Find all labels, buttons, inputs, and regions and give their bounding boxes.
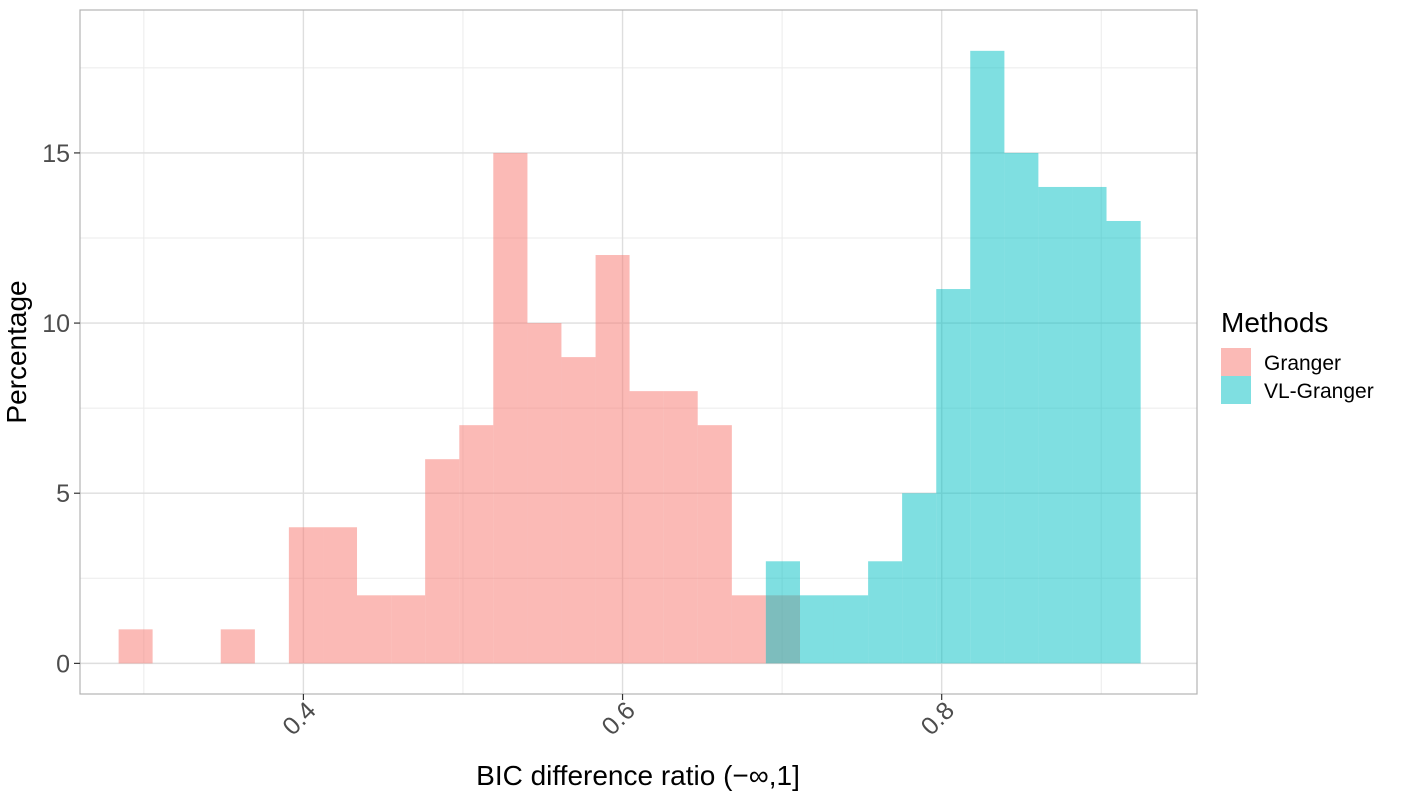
bar-vl-granger (902, 493, 937, 664)
series-granger (118, 152, 800, 664)
bar-granger (391, 595, 426, 664)
bar-vl-granger (1106, 220, 1141, 664)
y-tick-label: 5 (56, 480, 70, 508)
legend-label-granger: Granger (1264, 352, 1341, 375)
legend-key-granger (1221, 348, 1251, 376)
bar-granger (731, 595, 766, 664)
x-tick-label: 0.8 (916, 696, 960, 740)
bar-granger (288, 527, 324, 664)
bar-granger (459, 425, 494, 664)
bar-vl-granger (833, 595, 869, 664)
x-tick-label: 0.4 (277, 696, 321, 740)
plot-border (79, 9, 1198, 695)
bar-vl-granger (970, 50, 1005, 664)
bar-vl-granger (1038, 186, 1073, 664)
bar-granger (425, 459, 460, 664)
bar-vl-granger (1004, 152, 1039, 664)
histogram-bars (118, 50, 1141, 664)
bar-granger (697, 425, 732, 664)
bar-vl-granger (799, 595, 834, 664)
legend-item-vl-granger: VL-Granger (1221, 376, 1374, 404)
legend-label-vl-granger: VL-Granger (1264, 380, 1374, 403)
y-tick-label: 10 (42, 310, 70, 338)
series-vl-granger (765, 50, 1141, 664)
bar-vl-granger (868, 561, 903, 664)
y-axis-ticks: 0 5 10 15 (42, 140, 80, 678)
legend: Methods Granger VL-Granger (1221, 307, 1374, 404)
bar-granger (118, 629, 153, 664)
legend-title: Methods (1221, 307, 1328, 338)
x-axis-ticks: 0.4 0.6 0.8 (277, 694, 960, 741)
y-axis-title: Percentage (1, 280, 32, 423)
bar-vl-granger (765, 561, 800, 664)
x-axis-title: BIC difference ratio (−∞,1] (476, 760, 800, 791)
bar-granger (595, 255, 630, 664)
bar-granger (561, 357, 596, 664)
x-tick-label: 0.6 (596, 696, 640, 740)
bar-granger (220, 629, 255, 664)
y-tick-label: 0 (56, 650, 70, 678)
bar-granger (527, 323, 562, 664)
legend-item-granger: Granger (1221, 348, 1341, 376)
bar-granger (663, 391, 698, 664)
y-tick-label: 15 (42, 140, 70, 168)
bar-granger (357, 595, 392, 664)
bar-granger (629, 391, 664, 664)
legend-key-vl-granger (1221, 376, 1251, 404)
bar-granger (323, 527, 358, 664)
bar-vl-granger (1072, 186, 1107, 664)
bar-vl-granger (936, 289, 971, 664)
bar-granger (493, 152, 528, 664)
